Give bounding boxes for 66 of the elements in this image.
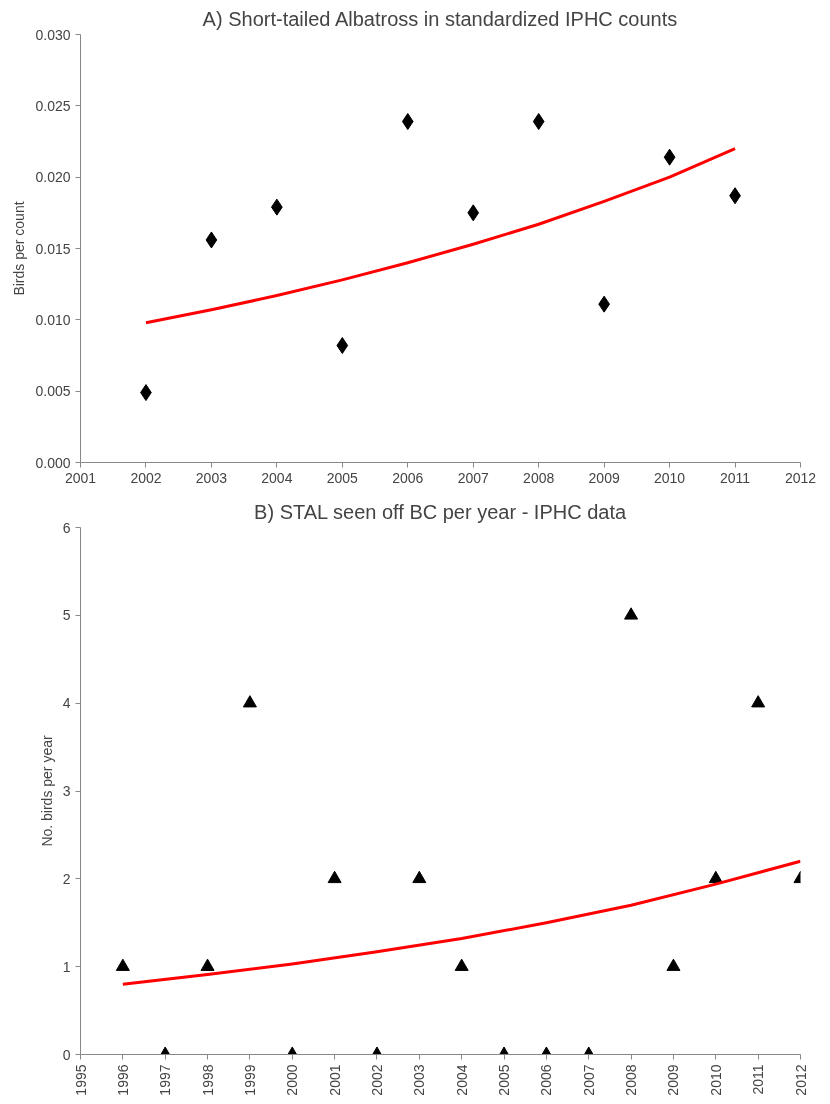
point bbox=[242, 695, 257, 708]
x-tick-label: 2012 bbox=[792, 1064, 809, 1096]
chart-title: B) STAL seen off BC per year - IPHC data bbox=[254, 500, 628, 523]
x-tick-label: 2005 bbox=[326, 469, 359, 486]
point bbox=[708, 870, 723, 884]
x-tick-label: 2001 bbox=[326, 1064, 343, 1096]
x-tick-label: 2009 bbox=[588, 469, 620, 486]
point bbox=[666, 958, 681, 971]
y-axis-title: Birds per count bbox=[11, 201, 28, 296]
x-tick-label: 2012 bbox=[784, 469, 817, 486]
line-series bbox=[121, 859, 801, 986]
x-tick-label: 1998 bbox=[199, 1064, 216, 1096]
x-tick-label: 2007 bbox=[457, 469, 490, 486]
y-tick-label: 0.020 bbox=[35, 169, 71, 186]
x-tick-label: 2010 bbox=[707, 1064, 724, 1096]
point bbox=[401, 113, 414, 131]
y-tick-label: 2 bbox=[62, 870, 71, 887]
x-tick-label: 2006 bbox=[538, 1064, 555, 1096]
y-tick-label: 0.030 bbox=[35, 26, 71, 43]
x-tick-label: 2009 bbox=[665, 1064, 682, 1096]
x-tick-label: 1995 bbox=[72, 1064, 89, 1096]
x-tick-label: 2007 bbox=[580, 1064, 597, 1096]
x-tick-label: 2006 bbox=[392, 469, 424, 486]
y-tick-label: 6 bbox=[62, 519, 71, 536]
point bbox=[327, 870, 342, 884]
y-tick-label: 1 bbox=[62, 958, 71, 975]
x-tick-label: 2002 bbox=[368, 1064, 385, 1096]
y-tick-label: 0.005 bbox=[35, 383, 71, 400]
y-tick-label: 5 bbox=[62, 607, 71, 624]
y-tick-label: 0.015 bbox=[35, 240, 71, 257]
point bbox=[467, 204, 480, 222]
x-tick-label: 1996 bbox=[114, 1064, 131, 1096]
line-series bbox=[144, 147, 737, 325]
y-tick-label: 0.000 bbox=[35, 454, 71, 471]
x-tick-label: 2003 bbox=[195, 469, 228, 486]
y-tick-label: 0.025 bbox=[35, 97, 71, 114]
point bbox=[532, 113, 545, 131]
y-tick-label: 3 bbox=[62, 783, 71, 799]
x-tick-label: 2003 bbox=[411, 1064, 428, 1096]
point bbox=[624, 607, 639, 620]
y-axis-title: No. birds per year bbox=[38, 735, 55, 847]
point bbox=[200, 958, 215, 971]
x-tick-label: 1999 bbox=[241, 1064, 258, 1096]
point bbox=[454, 958, 469, 971]
x-tick-label: 2002 bbox=[130, 469, 162, 486]
x-tick-label: 2011 bbox=[719, 469, 751, 486]
point bbox=[205, 231, 218, 249]
x-tick-label: 2008 bbox=[523, 469, 555, 486]
y-tick-label: 0.010 bbox=[35, 311, 71, 328]
point bbox=[663, 148, 676, 166]
x-tick-label: 2004 bbox=[453, 1064, 470, 1096]
x-tick-label: 1997 bbox=[157, 1064, 174, 1096]
y-tick-label: 0 bbox=[62, 1046, 71, 1063]
point bbox=[336, 337, 349, 355]
x-tick-label: 2008 bbox=[623, 1064, 640, 1096]
point bbox=[115, 958, 130, 971]
point bbox=[751, 695, 766, 708]
chart-title: A) Short-tailed Albatross in standardized IPHC counts bbox=[202, 7, 678, 30]
y-tick-label: 4 bbox=[62, 695, 71, 712]
x-tick-label: 2000 bbox=[284, 1064, 301, 1096]
x-tick-label: 2010 bbox=[654, 469, 686, 486]
point bbox=[412, 870, 427, 884]
x-tick-label: 2005 bbox=[496, 1064, 513, 1096]
x-tick-label: 2004 bbox=[261, 469, 293, 486]
x-tick-label: 2001 bbox=[64, 469, 97, 486]
x-tick-label: 2011 bbox=[750, 1064, 767, 1095]
